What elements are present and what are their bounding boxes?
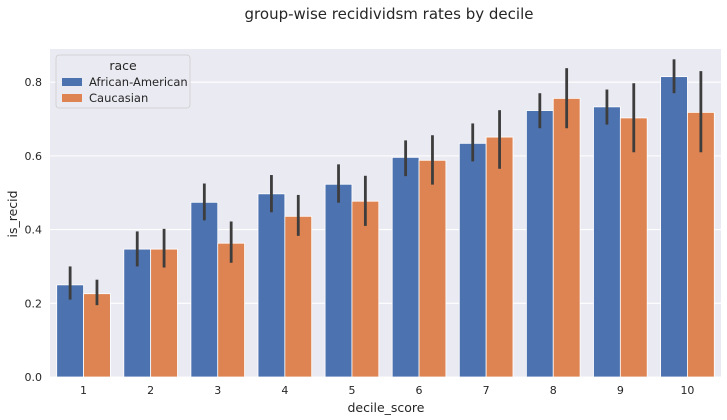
bar-caucasian <box>485 136 514 378</box>
bar-african-american <box>324 183 353 378</box>
bar-caucasian <box>150 248 178 378</box>
x-axis-label: decile_score <box>348 400 425 415</box>
x-axis-ticks: 1 2 3 4 5 6 7 8 9 10 <box>80 384 694 397</box>
x-tick-label: 2 <box>147 384 154 397</box>
bar-african-american <box>391 156 420 378</box>
bar-african-american <box>526 110 554 378</box>
bar-african-american <box>593 106 621 378</box>
bar-caucasian <box>83 293 111 378</box>
bar-caucasian <box>619 117 648 378</box>
bar-african-american <box>123 248 152 378</box>
x-tick-label: 7 <box>483 384 490 397</box>
bar-african-american <box>257 193 286 378</box>
x-tick-label: 10 <box>680 384 694 397</box>
bar-caucasian <box>418 159 447 378</box>
bar-caucasian <box>552 97 581 378</box>
bar-african-american <box>458 142 487 378</box>
bar-african-american <box>190 201 219 378</box>
y-axis-label: is_recid <box>5 190 20 237</box>
bars <box>56 76 715 378</box>
legend-label: Caucasian <box>89 91 148 105</box>
x-tick-label: 1 <box>80 384 87 397</box>
legend-box <box>55 54 191 109</box>
x-tick-label: 4 <box>281 384 288 397</box>
y-tick-label: 0.0 <box>25 371 43 384</box>
y-tick-label: 0.6 <box>25 150 43 163</box>
chart-title: group-wise recidividsm rates by decile <box>245 5 534 23</box>
legend-label: African-American <box>89 75 188 89</box>
bar-african-american <box>56 284 84 378</box>
x-tick-label: 5 <box>348 384 355 397</box>
y-tick-label: 0.8 <box>25 76 43 89</box>
bar-caucasian <box>687 111 715 378</box>
legend-swatch <box>62 78 82 86</box>
bar-caucasian <box>217 242 245 378</box>
x-tick-label: 8 <box>550 384 557 397</box>
error-bars <box>68 59 703 306</box>
legend-swatch <box>62 94 82 102</box>
legend: race African-American Caucasian <box>55 54 191 109</box>
x-tick-label: 9 <box>617 384 624 397</box>
bar-caucasian <box>351 200 380 378</box>
x-tick-label: 6 <box>416 384 423 397</box>
y-axis-ticks: 0.0 0.2 0.4 0.6 0.8 <box>25 76 43 384</box>
x-tick-label: 3 <box>214 384 221 397</box>
y-tick-label: 0.2 <box>25 297 43 310</box>
y-tick-label: 0.4 <box>25 224 43 237</box>
bar-african-american <box>660 76 688 378</box>
legend-title: race <box>109 58 137 73</box>
bar-caucasian <box>284 215 313 378</box>
